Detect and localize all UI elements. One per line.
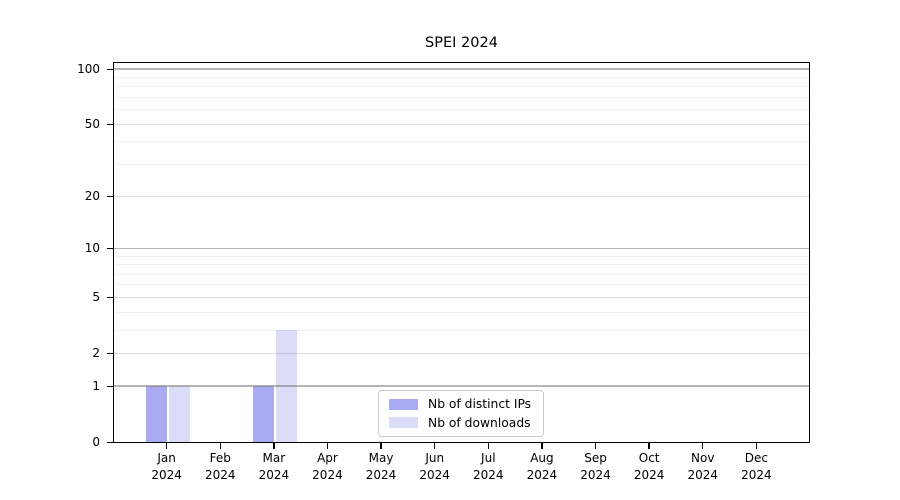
gridline-80 <box>114 86 809 88</box>
gridline-2 <box>114 352 809 354</box>
legend: Nb of distinct IPs Nb of downloads <box>378 390 544 437</box>
y-tick-10 <box>107 247 113 250</box>
x-tick-label-jun: Jun 2024 <box>419 451 450 482</box>
y-tick-label-100: 100 <box>77 62 100 76</box>
gridline-100 <box>114 68 809 70</box>
y-tick-label-10: 10 <box>84 241 100 256</box>
gridline-30 <box>114 164 809 166</box>
x-tick-may <box>380 443 382 449</box>
x-tick-sep <box>594 443 597 449</box>
gridline-90 <box>114 77 809 79</box>
legend-label-downloads: Nb of downloads <box>428 415 531 430</box>
x-tick-label-jul: Jul 2024 <box>473 451 504 482</box>
x-tick-label-oct: Oct 2024 <box>633 451 665 482</box>
gridline-6 <box>114 284 809 286</box>
y-tick-100 <box>107 68 113 70</box>
chart-title: SPEI 2024 <box>425 35 498 51</box>
y-tick-label-20: 20 <box>84 188 100 203</box>
x-tick-mar <box>273 443 275 449</box>
x-tick-jan <box>165 443 168 449</box>
gridline-40 <box>114 141 809 143</box>
x-tick-label-mar: Mar 2024 <box>258 451 290 482</box>
x-tick-label-sep: Sep 2024 <box>580 451 611 482</box>
gridline-4 <box>114 311 809 313</box>
x-tick-label-may: May 2024 <box>365 451 397 482</box>
gridline-5 <box>114 296 809 298</box>
x-tick-label-feb: Feb 2024 <box>204 451 236 482</box>
x-tick-apr <box>326 443 329 449</box>
y-tick-2 <box>107 352 113 355</box>
y-tick-50 <box>107 123 113 126</box>
x-tick-label-aug: Aug 2024 <box>526 451 558 482</box>
gridline-50 <box>114 123 809 125</box>
x-tick-oct <box>648 443 650 449</box>
x-tick-label-apr: Apr 2024 <box>312 451 343 482</box>
y-tick-label-1: 1 <box>92 378 100 393</box>
x-tick-feb <box>219 443 221 449</box>
bar-downloads-jan <box>168 385 190 442</box>
y-tick-label-2: 2 <box>92 346 100 361</box>
y-tick-label-5: 5 <box>92 290 100 305</box>
x-tick-jul <box>487 443 489 449</box>
y-tick-1 <box>107 385 113 387</box>
x-tick-label-dec: Dec 2024 <box>741 451 772 482</box>
legend-label-distinct-ips: Nb of distinct IPs <box>428 397 532 412</box>
y-tick-0 <box>107 441 113 443</box>
x-tick-label-jan: Jan 2024 <box>151 451 182 482</box>
y-tick-label-0: 0 <box>92 435 100 449</box>
legend-item-distinct-ips: Nb of distinct IPs <box>389 397 533 411</box>
bar-distinct-ips-mar <box>252 385 274 442</box>
x-tick-dec <box>755 443 758 449</box>
x-tick-jun <box>433 443 436 449</box>
plot-area <box>113 62 810 443</box>
x-tick-nov <box>702 443 704 449</box>
bar-distinct-ips-jan <box>145 385 167 442</box>
gridline-7 <box>114 273 809 275</box>
gridline-8 <box>114 264 809 266</box>
gridline-20 <box>114 195 809 197</box>
legend-swatch-downloads <box>389 417 418 429</box>
legend-swatch-distinct-ips <box>389 398 418 410</box>
gridline-10 <box>114 247 809 249</box>
gridline-9 <box>114 255 809 257</box>
legend-item-downloads: Nb of downloads <box>389 416 533 430</box>
y-tick-5 <box>107 296 113 299</box>
x-tick-aug <box>541 443 543 449</box>
x-tick-label-nov: Nov 2024 <box>687 451 719 482</box>
y-tick-20 <box>107 195 113 197</box>
gridline-70 <box>114 97 809 99</box>
gridline-3 <box>114 329 809 331</box>
y-tick-label-50: 50 <box>84 117 100 132</box>
gridline-1 <box>114 385 809 387</box>
gridline-60 <box>114 109 809 111</box>
